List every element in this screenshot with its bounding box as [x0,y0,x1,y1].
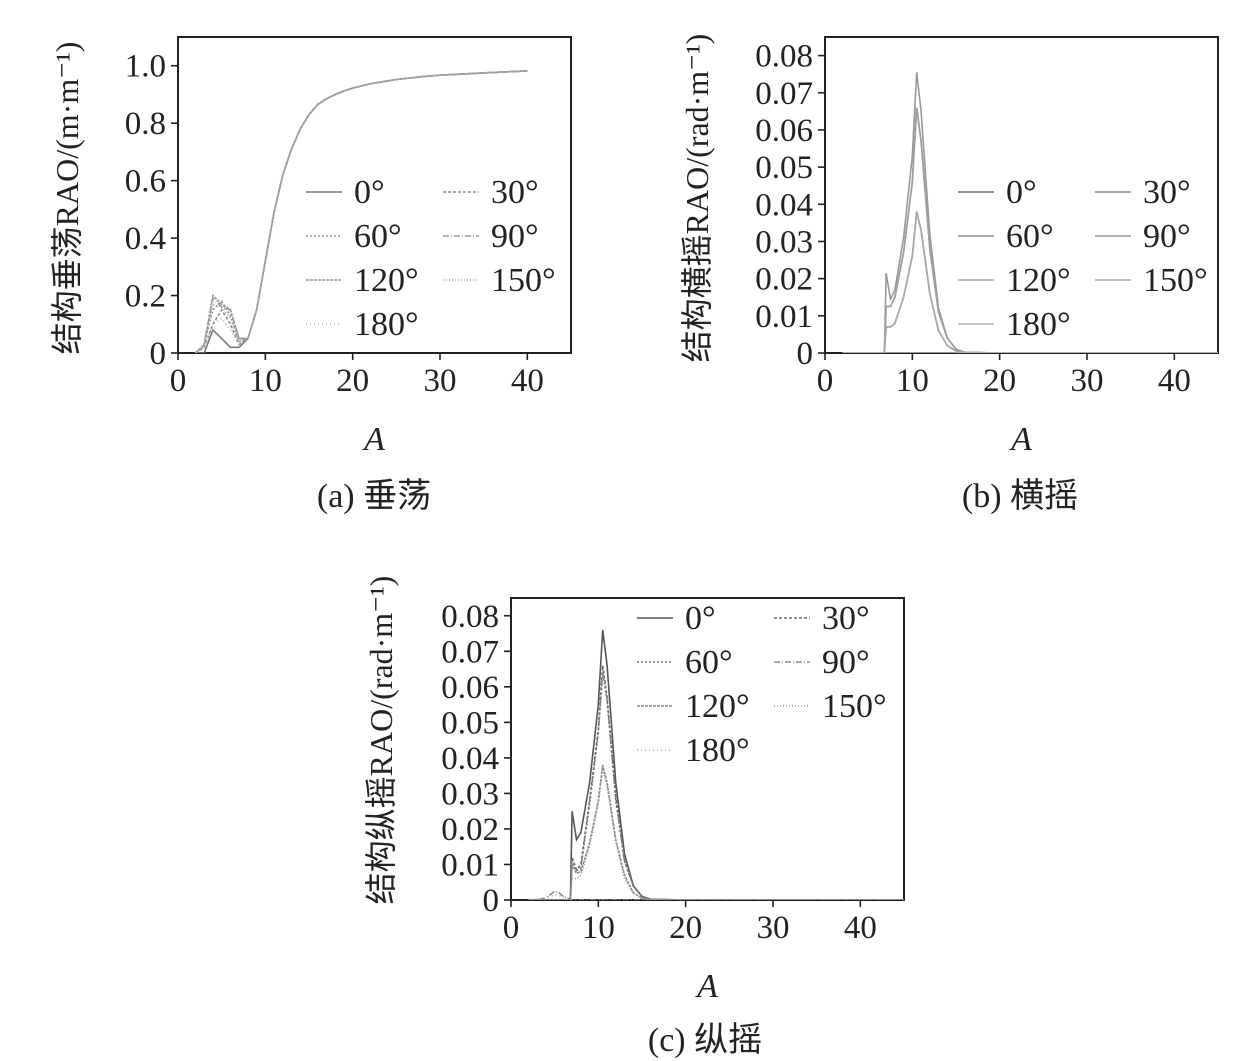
y-tick-label: 0.03 [755,224,813,260]
legend-label: 120° [354,262,419,299]
series-line-150deg [528,768,904,900]
x-tick-label: 30 [1071,363,1104,399]
y-tick-label: 1.0 [125,49,166,85]
x-tick-label: 0 [170,363,187,399]
x-tick-label: 10 [249,363,282,399]
legend-label: 90° [1143,218,1191,255]
x-tick-label: 20 [983,363,1016,399]
chart-heave: 0 10 20 30 40 0 0.2 0.4 0.6 0.8 1.0 A 结构垂荡RAO/(m·m⁻¹… [49,36,572,458]
y-tick-label: 0.06 [755,113,813,149]
y-axis-label: 结构垂荡RAO/(m·m⁻¹) [49,42,85,355]
series-line-180deg [195,70,528,353]
y-tick-label: 0.08 [441,599,499,635]
y-tick-label: 0.07 [755,76,813,112]
series-line-120deg [842,107,1218,353]
x-tick-label: 20 [669,910,702,946]
series-line-150deg [842,211,1218,353]
legend-label: 60° [354,218,402,255]
x-tick-label: 10 [896,363,929,399]
series-line-90deg [842,72,1218,353]
x-tick-label: 20 [336,363,369,399]
series-line-90deg [528,890,904,900]
y-axis-label: 结构纵摇RAO/(rad·m⁻¹) [363,576,399,905]
caption-heave: (a) 垂荡 [316,478,432,515]
y-tick-label: 0.02 [755,262,813,298]
legend-label: 30° [1143,174,1191,211]
legend-label: 150° [1143,262,1208,299]
y-tick-label: 0 [483,883,500,919]
chart-panel-roll: 0 10 20 30 40 0 0.01 0.02 0.03 0.04 0.05 0.06 0.07 0.… [640,0,1260,470]
y-tick-label: 0.05 [441,705,499,741]
series-line-120deg [528,764,904,900]
x-tick-label: 0 [503,910,520,946]
x-tick-label: 40 [1158,363,1191,399]
caption-roll: (b) 横摇 [961,478,1079,515]
x-axis-label: A [695,968,718,1005]
legend-label: 0° [354,174,385,211]
y-tick-label: 0 [797,336,814,372]
legend-label: 90° [822,644,870,681]
y-tick-label: 0.04 [441,741,499,777]
legend-label: 0° [1006,174,1037,211]
x-axis-label: A [362,421,385,458]
caption-pitch: (c) 纵摇 [647,1022,763,1059]
x-tick-label: 30 [757,910,790,946]
x-axis-label: A [1009,421,1032,458]
y-tick-label: 0.08 [755,39,813,75]
y-tick-label: 0.6 [125,164,166,200]
legend-label: 120° [1006,262,1071,299]
y-tick-label: 0.01 [441,847,499,883]
y-tick-label: 0.2 [125,279,166,315]
y-tick-label: 0.02 [441,812,499,848]
x-tick-label: 30 [424,363,457,399]
chart-roll: 0 10 20 30 40 00.010.020.030.040.050.060.070.… [679,34,1219,458]
legend-label: 150° [822,688,887,725]
chart-panel-heave: 0 10 20 30 40 0 0.2 0.4 0.6 0.8 1.0 A 结构垂荡RAO/(m·m⁻¹… [0,0,630,470]
legend-label: 0° [685,600,716,637]
y-tick-label: 0.07 [441,634,499,670]
legend-label: 150° [491,262,556,299]
y-tick-label: 0.04 [755,187,813,223]
legend-label: 60° [1006,218,1054,255]
legend-label: 180° [354,306,419,343]
series-line-30deg [528,665,904,900]
legend-label: 30° [491,174,539,211]
legend-label: 30° [822,600,870,637]
legend-label: 120° [685,688,750,725]
legend-label: 60° [685,644,733,681]
y-tick-label: 0 [150,336,167,372]
legend-label: 180° [1006,306,1071,343]
x-tick-label: 0 [817,363,834,399]
y-axis-label: 结构横摇RAO/(rad·m⁻¹) [679,34,715,363]
series-line-60deg [194,70,528,353]
x-tick-label: 10 [582,910,615,946]
y-tick-label: 0.03 [441,776,499,812]
y-tick-label: 0.06 [441,670,499,706]
legend-label: 180° [685,732,750,769]
chart-panel-pitch: 0 10 20 30 40 0 0.01 0.02 0.03 0.04 0.05 0.06 0.07 0.… [330,540,930,1010]
y-tick-label: 0.8 [125,106,166,142]
chart-pitch: 0 10 20 30 40 00.010.020.030.040.050.060.070.… [363,576,905,1005]
y-tick-label: 0.01 [755,299,813,335]
legend-label: 90° [491,218,539,255]
plot-frame [177,36,572,354]
y-tick-label: 0.4 [125,221,166,257]
y-tick-label: 0.05 [755,150,813,186]
x-tick-label: 40 [511,363,544,399]
x-tick-label: 40 [844,910,877,946]
